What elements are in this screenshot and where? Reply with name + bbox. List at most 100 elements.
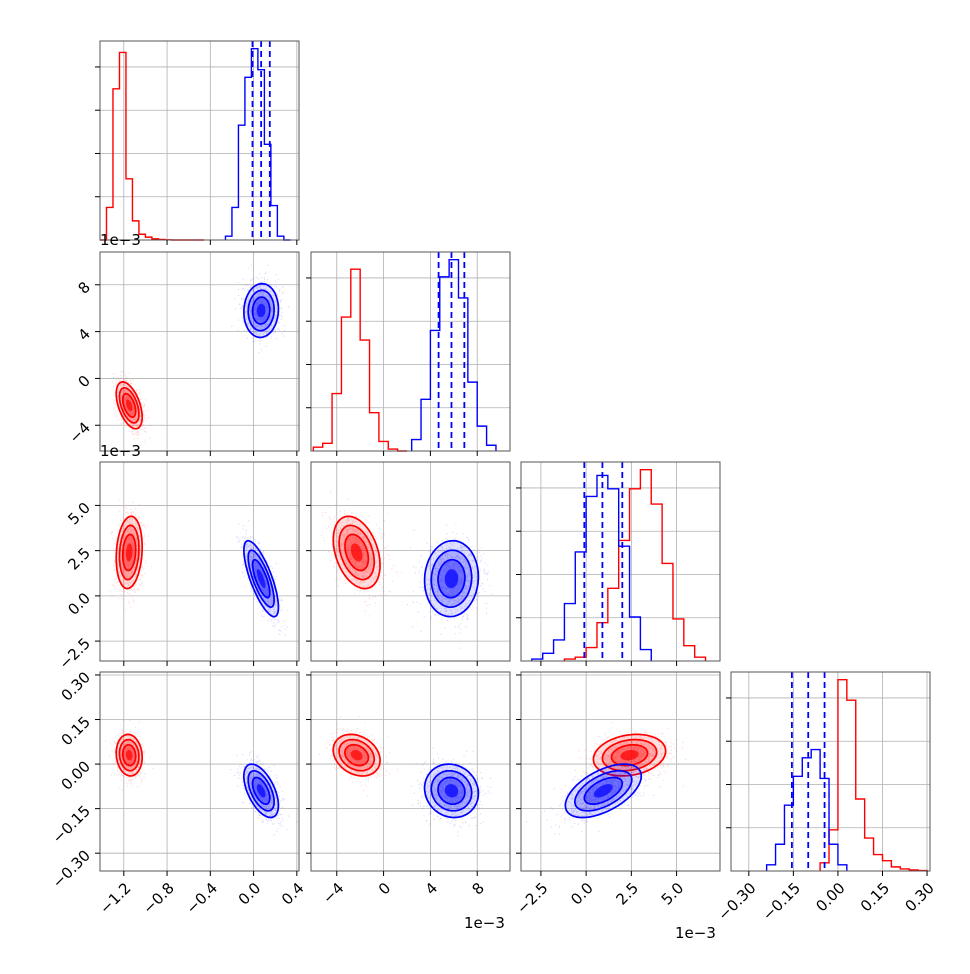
red-contour-0 <box>121 392 137 418</box>
red-contour-2 <box>115 515 144 590</box>
red-histogram-p2 <box>312 268 407 452</box>
blue-density-core <box>444 784 459 798</box>
blue-density-core <box>593 784 613 798</box>
blue-contour-2 <box>243 539 280 618</box>
row2-y-offset-label: 1e−3 <box>100 442 141 460</box>
red-histogram-p4 <box>819 678 928 872</box>
red-contour-1 <box>338 738 376 772</box>
grid-layer <box>100 41 930 871</box>
x-tick-label-p4: −0.15 <box>759 879 804 924</box>
x-tick-label-p4: 0.15 <box>857 879 893 915</box>
panel-frame-r3-c1 <box>99 461 300 662</box>
y-tick-label-p2: 4 <box>75 325 94 344</box>
red-density-core <box>350 750 363 761</box>
blue-density-core <box>256 784 266 798</box>
x-tick-label-p1: −0.8 <box>139 879 177 917</box>
red-contour-0 <box>344 743 370 767</box>
axis-layer: −4 0 4 8 −2.5 0.0 2.5 5.0 −1.2 −0.8 −0.4 0.0 0.4 −0.3… <box>49 40 938 924</box>
y-tick-label-p4: 0.00 <box>58 757 94 793</box>
panel-frame-r2-c2 <box>310 251 511 452</box>
blue-contour-1 <box>247 289 275 332</box>
red-contour-0 <box>121 533 137 572</box>
red-contour-0 <box>610 743 649 767</box>
blue-density-core <box>256 569 266 589</box>
blue-density-core <box>256 303 266 318</box>
x-tick-label-p1: −1.2 <box>96 879 134 917</box>
y-tick-label-p2: 0 <box>75 372 94 391</box>
y-tick-label-p3: 5.0 <box>64 499 94 529</box>
red-contour-0 <box>344 533 370 572</box>
x-tick-label-p2: −4 <box>319 879 347 907</box>
red-contour-2 <box>592 733 667 777</box>
red-contour-1 <box>118 738 140 772</box>
panel-frame-r4-c2 <box>310 671 511 872</box>
scatter-panel-r3-c2 <box>320 491 493 649</box>
blue-contour-2 <box>243 282 280 339</box>
x-tick-label-p4: 0.00 <box>812 879 848 915</box>
blue-histogram-p4 <box>765 748 848 871</box>
panel-frame-r2-c1 <box>99 251 300 452</box>
red-contour-2 <box>115 381 144 430</box>
x-tick-label-p3: 5.0 <box>658 879 688 909</box>
blue-contour-2 <box>242 763 280 819</box>
y-tick-label-p4: 0.30 <box>58 668 94 704</box>
col2-x-offset-label: 1e−3 <box>675 924 716 942</box>
x-tick-label-p3: 2.5 <box>613 879 643 909</box>
y-tick-label-p4: −0.30 <box>49 846 94 891</box>
blue-contour-0 <box>251 558 271 599</box>
blue-contour-2 <box>423 539 480 618</box>
panel-frame-r1-c1 <box>99 40 300 241</box>
red-histogram-p1 <box>100 51 204 241</box>
blue-contour-1 <box>247 769 275 812</box>
mark-layer <box>100 41 928 872</box>
red-contour-2 <box>332 733 381 777</box>
red-histogram-p3 <box>563 468 707 661</box>
red-density-core <box>126 543 133 562</box>
red-contour-1 <box>338 524 376 581</box>
blue-contour-1 <box>247 549 275 609</box>
y-tick-label-p2: −4 <box>66 419 94 447</box>
x-tick-label-p4: −0.30 <box>714 879 759 924</box>
panel-frame-r3-c3 <box>520 461 721 662</box>
x-tick-label-p4: 0.30 <box>901 879 937 915</box>
scatter-panel-r4-c1 <box>104 719 298 836</box>
scatter-panel-r4-c2 <box>318 716 492 837</box>
x-tick-label-p1: 0.4 <box>278 879 308 909</box>
y-tick-label-p4: 0.15 <box>58 713 94 749</box>
row1-y-offset-label: 1e−3 <box>100 231 141 249</box>
x-tick-label-p3: 0.0 <box>567 879 597 909</box>
blue-contour-1 <box>430 769 473 812</box>
blue-contour-0 <box>437 776 466 806</box>
blue-contour-0 <box>251 776 271 806</box>
blue-contour-1 <box>430 549 473 609</box>
x-tick-label-p2: 0 <box>375 879 394 898</box>
blue-contour-0 <box>583 776 624 805</box>
red-contour-1 <box>601 738 658 772</box>
y-tick-label-p3: 0.0 <box>64 589 94 619</box>
blue-contour-0 <box>251 296 271 325</box>
blue-histogram-p2 <box>410 258 497 451</box>
scatter-panel-r4-c3 <box>525 722 687 835</box>
panel-frame-r4-c1 <box>99 671 300 872</box>
red-contour-2 <box>332 515 381 590</box>
y-tick-label-p4: −0.15 <box>49 802 94 847</box>
red-density-core <box>620 750 639 761</box>
scatter-panel-r2-c1 <box>112 264 290 446</box>
blue-contour-2 <box>564 763 643 819</box>
panel-frame-r3-c2 <box>310 461 511 662</box>
y-tick-label-p3: 2.5 <box>64 544 94 574</box>
x-tick-label-p2: 8 <box>468 879 487 898</box>
blue-contour-1 <box>573 769 633 812</box>
red-contour-2 <box>115 733 144 777</box>
y-tick-label-p3: −2.5 <box>56 634 94 672</box>
scatter-panel-r3-c1 <box>107 498 289 636</box>
blue-contour-2 <box>423 763 480 819</box>
panel-frame-r4-c4 <box>730 671 931 872</box>
red-contour-0 <box>121 743 137 767</box>
red-density-core <box>126 399 133 412</box>
red-contour-1 <box>118 524 140 581</box>
x-tick-label-p1: 0.0 <box>235 879 265 909</box>
x-tick-label-p3: −2.5 <box>513 879 551 917</box>
